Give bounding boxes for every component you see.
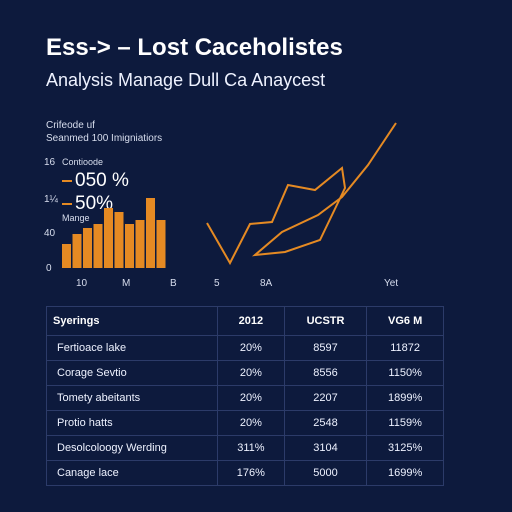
table-header: UCSTR [283, 306, 368, 336]
legend-value-1-text: 050 % [75, 170, 129, 191]
table-cell: 20% [217, 360, 285, 386]
table-header: 2012 [217, 306, 285, 336]
table-row: Canage lace 176% 5000 1699% [46, 460, 444, 486]
bar [114, 212, 124, 268]
x-tick-label: 5 [214, 278, 220, 289]
table-cell: 2207 [283, 385, 368, 411]
legend-dash-icon [62, 202, 72, 205]
legend-value-1: 050 % [62, 170, 129, 192]
bar [83, 228, 92, 268]
table-cell: 2548 [283, 410, 368, 436]
x-axis-ticks: 10 M B 5 8A Yet [76, 278, 398, 289]
x-tick-label: M [122, 278, 130, 289]
table-row: Desolcoloogy Werding 311% 3104 3125% [46, 435, 444, 461]
table-cell: Canage lace [46, 460, 218, 486]
bar [156, 220, 166, 268]
page-title: Ess-> – Lost Caceholistes [46, 34, 343, 61]
table-header: Syerings [46, 306, 218, 336]
table-cell: 20% [217, 410, 285, 436]
x-tick-label: 8A [260, 278, 273, 289]
table-cell: 3104 [283, 435, 368, 461]
legend-dash-icon [62, 179, 72, 182]
legend-label-1: Contioode [62, 157, 104, 167]
table-cell: 1150% [366, 360, 444, 386]
table-cell: 3125% [366, 435, 444, 461]
table-cell: 311% [217, 435, 285, 461]
legend-value-2: 50% [62, 193, 113, 215]
table-cell: Desolcoloogy Werding [46, 435, 218, 461]
chart-note-1: Crifeode uf [46, 120, 95, 131]
table-cell: Protio hatts [46, 410, 218, 436]
y-tick-label: 0 [46, 263, 52, 274]
y-tick-label: 1¼ [44, 193, 59, 205]
table-cell: 176% [217, 460, 285, 486]
table-row: Corage Sevtio 20% 8556 1150% [46, 360, 444, 386]
table-cell: 8597 [283, 335, 368, 361]
y-tick-label: 16 [44, 157, 56, 168]
bar [62, 244, 71, 268]
chart-note-2: Seanmed 100 Imigniatiors [46, 133, 163, 144]
table-row: Tomety abeitants 20% 2207 1899% [46, 385, 444, 411]
x-tick-label: B [170, 278, 177, 289]
line-series [206, 122, 397, 266]
bar-series [62, 198, 166, 268]
legend-value-2-text: 50% [75, 193, 114, 214]
y-tick-label: 40 [44, 228, 56, 239]
y-axis-ticks: 16 1¼ 40 0 [44, 157, 59, 274]
page-subtitle: Analysis Manage Dull Ca Anaycest [46, 70, 326, 90]
bar [72, 234, 82, 268]
bar [125, 224, 134, 268]
table-cell: 1899% [366, 385, 444, 411]
table-row: Fertioace lake 20% 8597 11872 [46, 335, 444, 361]
x-end-label: Yet [384, 278, 398, 289]
table-cell: 1159% [366, 410, 444, 436]
legend-label-2: Mange [62, 213, 90, 223]
bar [135, 220, 145, 268]
table-header: VG6 M [366, 306, 444, 336]
bar [93, 224, 103, 268]
table-cell: 8556 [283, 360, 368, 386]
table-cell: 1699% [366, 460, 444, 486]
table-cell: Tomety abeitants [46, 385, 218, 411]
table-row: Protio hatts 20% 2548 1159% [46, 410, 444, 436]
table-cell: 20% [217, 385, 285, 411]
bar [104, 208, 113, 268]
table-cell: Fertioace lake [46, 335, 218, 361]
table-cell: 11872 [366, 335, 444, 361]
x-tick-label: 10 [76, 278, 88, 289]
data-table: Syerings 2012 UCSTR VG6 M Fertioace lake… [46, 306, 444, 486]
table-cell: Corage Sevtio [46, 360, 218, 386]
table-header-row: Syerings 2012 UCSTR VG6 M [46, 306, 444, 336]
bar [146, 198, 155, 268]
table-cell: 20% [217, 335, 285, 361]
table-cell: 5000 [283, 460, 368, 486]
chart-canvas: 16 1¼ 40 0 10 M B 5 8A Yet [44, 122, 398, 289]
